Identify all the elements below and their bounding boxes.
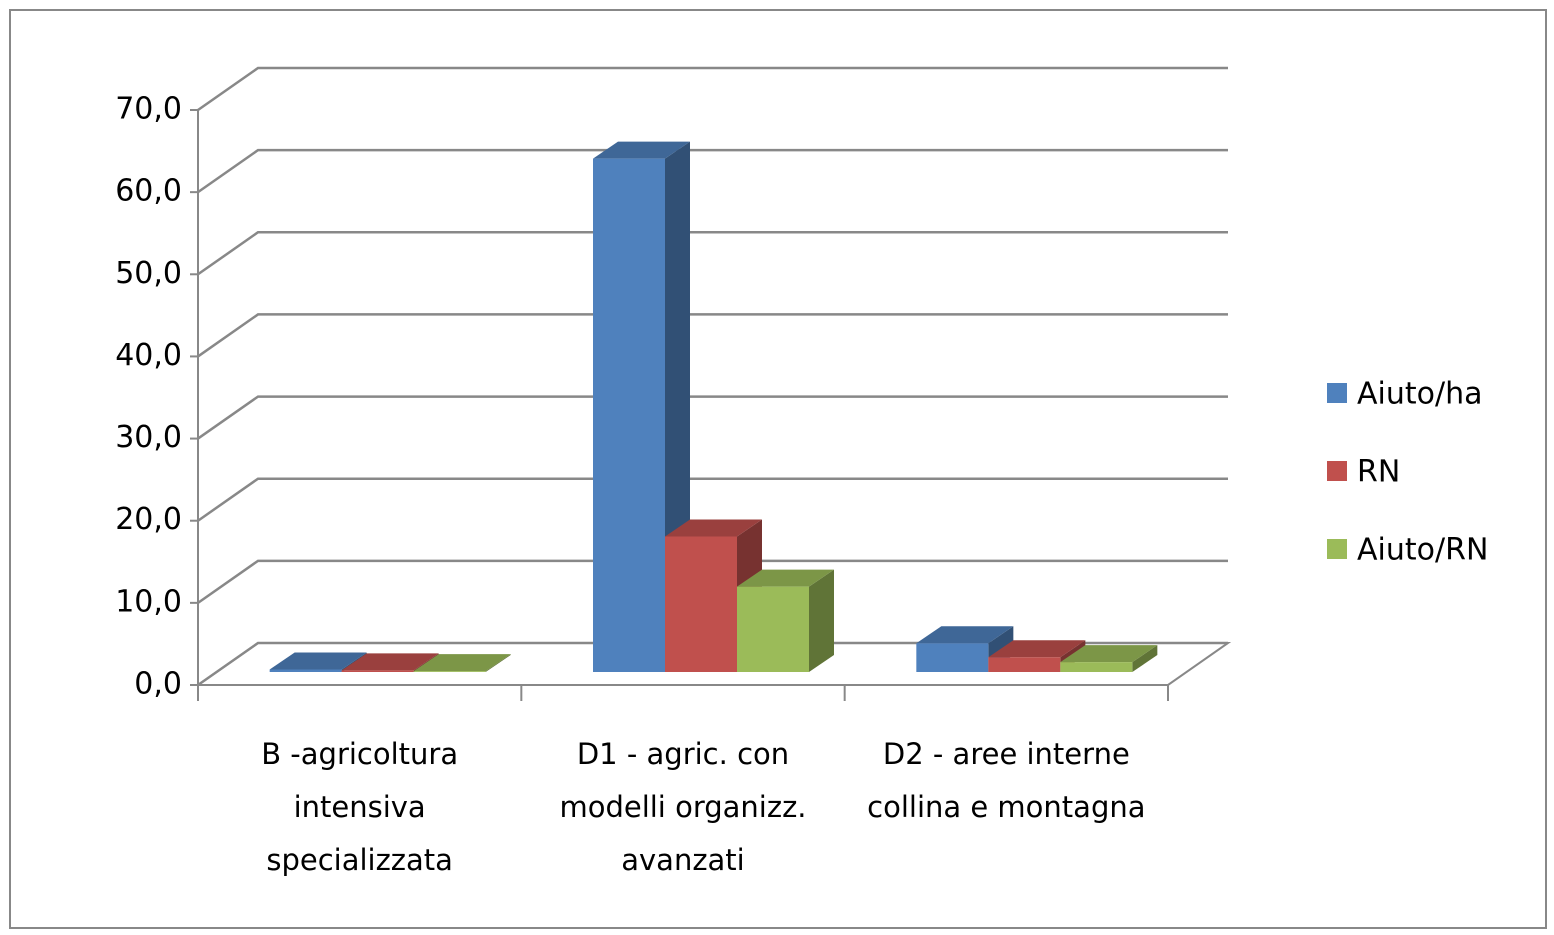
bar-front bbox=[1060, 662, 1133, 672]
bar-top bbox=[593, 141, 690, 159]
x-tick-label: D2 - aree interne collina e montagna bbox=[867, 737, 1146, 824]
bar-top bbox=[269, 652, 367, 670]
legend-swatch bbox=[1327, 461, 1347, 481]
grid-line bbox=[197, 395, 1228, 440]
y-tick-label: 40,0 bbox=[115, 338, 182, 373]
y-tick-label: 70,0 bbox=[115, 92, 182, 127]
bar-top bbox=[413, 654, 511, 672]
x-tick-label: B -agricoltura intensiva specializzata bbox=[261, 737, 459, 877]
bar-front bbox=[916, 643, 989, 672]
bar-front bbox=[341, 670, 414, 672]
bar-front bbox=[413, 671, 486, 672]
bar-front bbox=[737, 586, 809, 672]
bar bbox=[413, 654, 511, 672]
grid-line bbox=[197, 148, 1228, 194]
legend-label: RN bbox=[1357, 455, 1400, 490]
y-tick-label: 10,0 bbox=[115, 584, 182, 619]
bar-top bbox=[988, 640, 1086, 658]
grid-line bbox=[197, 477, 1228, 522]
bar-front bbox=[593, 158, 665, 672]
grid-line bbox=[197, 559, 1228, 604]
bar-side bbox=[809, 569, 834, 672]
x-tick-label: D1 - agric. con modelli organizz. avanza… bbox=[559, 737, 807, 877]
bar bbox=[737, 569, 834, 672]
bar-side bbox=[485, 654, 511, 672]
bar-side bbox=[1132, 645, 1158, 672]
bar-top bbox=[341, 653, 439, 671]
bar-top bbox=[737, 569, 834, 587]
grid-line bbox=[197, 313, 1228, 358]
legend-swatch bbox=[1327, 539, 1347, 559]
bar-front bbox=[988, 657, 1061, 672]
bar bbox=[916, 626, 1014, 672]
bar-top bbox=[1060, 645, 1158, 663]
bar bbox=[1060, 645, 1158, 672]
chart-border bbox=[9, 9, 1547, 929]
y-tick-label: 0,0 bbox=[134, 667, 182, 702]
legend-label: Aiuto/RN bbox=[1357, 533, 1488, 568]
bar-top bbox=[665, 519, 762, 537]
legend-swatch bbox=[1327, 383, 1347, 403]
y-tick-label: 20,0 bbox=[115, 502, 182, 537]
bar-top bbox=[916, 626, 1014, 644]
grid-line bbox=[197, 66, 1228, 112]
y-tick-label: 60,0 bbox=[115, 174, 182, 209]
y-tick-label: 30,0 bbox=[115, 420, 182, 455]
grid-line bbox=[197, 231, 1228, 276]
legend-label: Aiuto/ha bbox=[1357, 377, 1483, 412]
grid-line bbox=[197, 641, 1228, 687]
bar-front bbox=[269, 669, 342, 672]
y-tick-label: 50,0 bbox=[115, 256, 182, 291]
bar bbox=[988, 640, 1086, 672]
bar-front bbox=[665, 536, 737, 672]
